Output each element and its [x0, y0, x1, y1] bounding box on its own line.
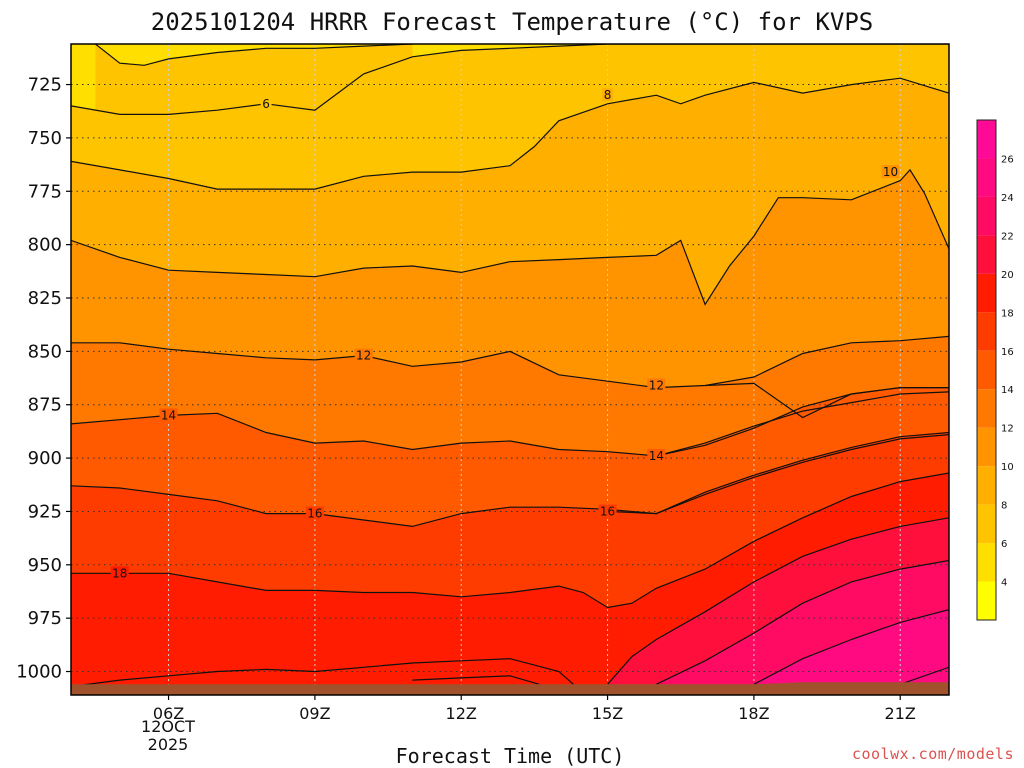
colorbar-frame [976, 119, 997, 621]
x-tick-label: 09Z [299, 704, 330, 723]
contour-line-14-6 [71, 387, 949, 457]
x-tick-label: 15Z [592, 704, 623, 723]
x-tick-label: 21Z [885, 704, 916, 723]
y-tick-label: 825 [28, 288, 62, 309]
y-tick-label: 725 [28, 75, 62, 96]
colorbar-band-22 [977, 196, 996, 236]
contour-line-16-9 [607, 433, 949, 515]
ground-surface [71, 682, 949, 695]
contour-line-12-4 [71, 335, 949, 389]
contour-label-18: 18 [112, 566, 127, 580]
contour-line-6-1 [71, 44, 949, 116]
colorbar-tick-label: 22 [1001, 231, 1014, 242]
colorbar-tick-label: 4 [1001, 578, 1007, 589]
contour-line-18-10 [71, 472, 949, 609]
contour-line-24-13 [753, 608, 949, 685]
contour-line-22-12 [656, 559, 949, 685]
y-tick-label: 750 [28, 128, 62, 149]
colorbar-band-4 [977, 543, 996, 582]
contour-label-12: 12 [649, 379, 664, 393]
y-tick-label: 950 [28, 555, 62, 576]
x-tick-label: 18Z [738, 704, 769, 723]
contour-line-20-15 [71, 658, 574, 688]
x-tick-label: 06Z [153, 704, 184, 723]
colorbar-tick-label: 16 [1001, 347, 1014, 358]
contour-label-bg [602, 88, 614, 102]
colorbar-band-24 [977, 158, 996, 197]
contour-label-12: 12 [356, 349, 371, 363]
x-axis-label: Forecast Time (UTC) [396, 744, 625, 768]
temperature-fill-layer [71, 44, 949, 695]
contour-label-14: 14 [161, 408, 176, 422]
colorbar-band-10 [977, 427, 996, 467]
colorbar-band-6 [977, 504, 996, 544]
contour-label-bg [354, 348, 373, 362]
colorbar-band-12 [977, 389, 996, 428]
y-axis: 725 750 775 800 825 850 875 900 925 950 975 1000 [16, 75, 71, 683]
contour-line-16-8 [71, 431, 949, 528]
colorbar-tick-label: 12 [1001, 424, 1014, 435]
chart-title: 2025101204 HRRR Forecast Temperature (°C… [151, 8, 873, 36]
colorbar-band-8 [977, 466, 996, 505]
colorbar-band-26 [977, 120, 996, 159]
colorbar-band-18 [977, 273, 996, 313]
date-line-day: 12OCT [141, 717, 195, 736]
colorbar-tick-label: 14 [1001, 385, 1014, 396]
y-tick-label: 775 [28, 181, 62, 202]
colorbar-tick-label: 6 [1001, 539, 1007, 550]
contour-label-bg [110, 566, 129, 580]
colorbar-tick-label: 26 [1001, 154, 1014, 165]
contour-label-bg [598, 504, 617, 518]
y-tick-label: 975 [28, 608, 62, 629]
y-tick-label: 1000 [16, 662, 62, 683]
contour-lines [71, 44, 949, 688]
y-tick-label: 900 [28, 448, 62, 469]
contour-line-6-0 [95, 44, 413, 66]
y-tick-label: 800 [28, 235, 62, 256]
x-tick-label: 12Z [446, 704, 477, 723]
contour-label-16: 16 [307, 507, 322, 521]
contour-label-8: 8 [604, 88, 612, 102]
colorbar-tick-label: 24 [1001, 193, 1014, 204]
contour-line-8-2 [71, 77, 949, 190]
contour-label-bg [260, 96, 272, 110]
contour-label-16: 16 [600, 504, 615, 518]
x-axis: 06Z 09Z 12Z 15Z 18Z 21Z [153, 695, 916, 723]
y-tick-label: 925 [28, 501, 62, 522]
contour-line-10-3 [71, 168, 949, 306]
colorbar-tick-label: 10 [1001, 462, 1014, 473]
contour-label-6: 6 [262, 97, 270, 111]
credit-text: coolwx.com/models [852, 745, 1014, 763]
contour-line-14-7 [656, 391, 949, 457]
ground-fill [71, 682, 949, 695]
plot-frame [70, 43, 950, 696]
colorbar-tick-label: 18 [1001, 308, 1014, 319]
colorbar-tick-label: 8 [1001, 501, 1007, 512]
contour-line-26-14 [900, 666, 949, 685]
contour-label-bg [647, 378, 666, 392]
colorbar-band-14 [977, 350, 996, 390]
contour-label-10: 10 [883, 165, 898, 179]
colorbar-tick-label: 20 [1001, 270, 1014, 281]
contour-label-bg [881, 165, 900, 179]
colorbar-band-20 [977, 235, 996, 274]
vertical-grid [168, 44, 901, 695]
y-tick-label: 850 [28, 341, 62, 362]
colorbar-band-16 [977, 312, 996, 351]
y-tick-label: 875 [28, 395, 62, 416]
contour-line-20-11 [607, 517, 949, 685]
contour-labels: 6 8 10 12 12 14 14 16 16 18 [110, 88, 900, 580]
colorbar: 4 6 8 10 12 14 16 18 20 22 24 26 [976, 119, 1014, 621]
contour-label-bg [305, 506, 324, 520]
contour-label-bg [647, 448, 666, 462]
date-line-year: 2025 [148, 735, 189, 754]
contour-line-20-16 [412, 675, 540, 685]
contour-label-bg [159, 408, 178, 422]
colorbar-band-2 [977, 581, 996, 620]
contour-label-14: 14 [649, 449, 664, 463]
horizontal-grid [71, 84, 949, 673]
